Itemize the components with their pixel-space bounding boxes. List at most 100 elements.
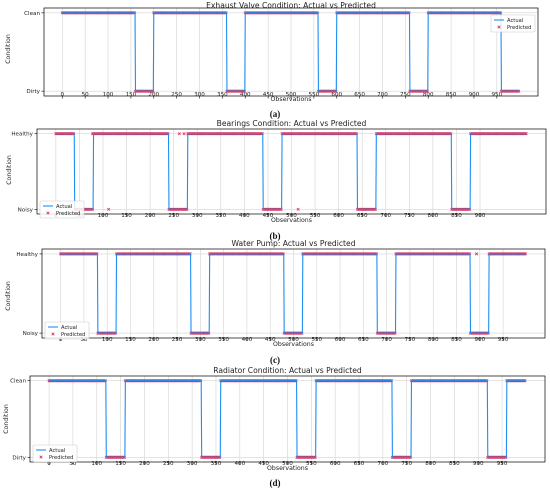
predicted-outlier-point (474, 252, 479, 256)
x-tick-label: 350 (217, 92, 228, 98)
x-tick-label: 750 (400, 92, 411, 98)
actual-series-line (55, 133, 527, 210)
y-axis-label: Condition (5, 34, 12, 64)
x-tick-label: 350 (211, 461, 222, 467)
legend-predicted-swatch (51, 332, 55, 336)
legend-predicted-label: Predicted (56, 211, 80, 217)
x-tick-label: 850 (451, 337, 462, 343)
x-tick-label: 350 (218, 337, 229, 343)
y-tick-label-bottom: Noisy (18, 207, 34, 213)
x-tick-label: 400 (242, 337, 253, 343)
x-tick-label: 0 (61, 92, 65, 98)
x-tick-label: 400 (240, 92, 251, 98)
panel-caption: (d) (270, 478, 281, 488)
chart-panel-3: Water Pump: Actual vs Predicted 0 50 100 150… (5, 239, 546, 365)
panel-title: Exhaust Valve Condition: Actual vs Predi… (206, 1, 376, 10)
x-tick-label: 800 (428, 337, 439, 343)
x-tick-label: 750 (401, 461, 412, 467)
x-tick-label: 950 (498, 337, 509, 343)
panel-title: Radiator Condition: Actual vs Predicted (213, 366, 362, 375)
chart-panel-4: Radiator Condition: Actual vs Predicted 0… (3, 366, 546, 488)
x-tick-label: 750 (404, 213, 415, 219)
plot-frame (41, 248, 546, 339)
x-tick-label: 650 (354, 461, 365, 467)
legend-predicted-label: Predicted (49, 455, 73, 461)
x-tick-label: 600 (333, 213, 344, 219)
x-tick-label: 700 (381, 337, 392, 343)
panel-caption: (a) (270, 109, 281, 119)
x-tick-label: 450 (263, 92, 274, 98)
predicted-outlier-point (107, 207, 111, 211)
x-tick-label: 700 (378, 461, 389, 467)
x-tick-label: 650 (354, 92, 365, 98)
panel-caption: (c) (270, 355, 280, 365)
chart-panel-1: Exhaust Valve Condition: Actual vs Predi… (5, 1, 539, 119)
plot-frame (36, 128, 547, 215)
predicted-outlier-point (182, 132, 186, 136)
x-tick-label: 150 (126, 92, 137, 98)
x-tick-label: 500 (288, 337, 299, 343)
y-tick-label-bottom: Dirty (26, 89, 40, 95)
x-tick-label: 150 (115, 461, 126, 467)
x-tick-label: 150 (121, 213, 132, 219)
x-axis-label: Observations (271, 217, 312, 224)
x-tick-label: 950 (497, 461, 508, 467)
legend-predicted-label: Predicted (61, 332, 85, 338)
x-tick-label: 550 (309, 92, 320, 98)
y-axis-label: Condition (6, 155, 13, 185)
x-tick-label: 250 (172, 337, 183, 343)
x-tick-label: 850 (446, 92, 457, 98)
x-tick-label: 100 (103, 92, 114, 98)
y-tick-label-top: Clean (24, 11, 40, 17)
predicted-outlier-point (296, 207, 300, 211)
x-tick-label: 950 (491, 92, 502, 98)
legend-actual-label: Actual (507, 18, 523, 24)
x-tick-label: 850 (449, 461, 460, 467)
x-tick-label: 250 (168, 213, 179, 219)
legend-predicted-label: Predicted (507, 25, 531, 31)
x-tick-label: 300 (192, 213, 203, 219)
x-tick-label: 650 (358, 337, 369, 343)
x-tick-label: 550 (306, 461, 317, 467)
y-axis-label: Condition (5, 281, 12, 311)
x-tick-label: 50 (69, 461, 77, 467)
x-tick-label: 200 (148, 92, 159, 98)
x-tick-label: 450 (263, 213, 274, 219)
legend-box (44, 321, 90, 340)
x-tick-label: 50 (80, 337, 88, 343)
legend-actual-label: Actual (61, 325, 77, 331)
y-tick-label-bottom: Noisy (23, 331, 39, 337)
y-tick-label-bottom: Dirty (12, 455, 26, 461)
legend-actual-label: Actual (56, 204, 72, 210)
x-axis-label: Observations (273, 341, 314, 348)
x-tick-label: 700 (380, 213, 391, 219)
x-tick-label: 0 (47, 461, 51, 467)
chart-panel-2: Bearings Condition: Actual vs Predicted0… (6, 119, 547, 241)
y-tick-label-top: Clean (10, 379, 26, 385)
x-tick-label: 300 (195, 337, 206, 343)
x-tick-label: 800 (428, 213, 439, 219)
legend-box (490, 14, 536, 33)
x-tick-label: 150 (125, 337, 136, 343)
plot-frame (29, 375, 546, 463)
x-axis-label: Observations (271, 96, 312, 103)
y-tick-label-top: Healthy (16, 252, 38, 258)
x-tick-label: 350 (215, 213, 226, 219)
x-tick-label: 200 (148, 337, 159, 343)
x-tick-label: 550 (311, 337, 322, 343)
legend-actual-label: Actual (49, 448, 65, 454)
legend-predicted-swatch (39, 455, 43, 459)
actual-series-line (60, 253, 526, 334)
x-tick-label: 100 (102, 337, 113, 343)
x-tick-label: 500 (282, 461, 293, 467)
x-tick-label: 50 (82, 92, 90, 98)
legend-predicted-swatch (497, 25, 501, 29)
x-tick-label: 600 (330, 461, 341, 467)
x-tick-label: 500 (286, 213, 297, 219)
x-tick-label: 900 (473, 461, 484, 467)
panel-title: Bearings Condition: Actual vs Predicted (217, 119, 367, 128)
x-tick-label: 900 (475, 213, 486, 219)
